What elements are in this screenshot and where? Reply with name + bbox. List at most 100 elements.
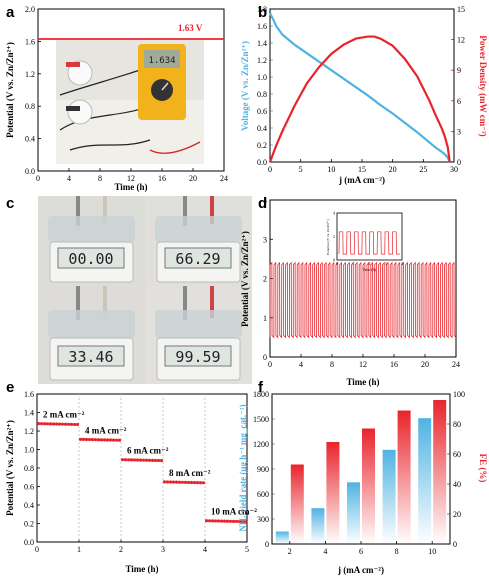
photo-c-4: 99.59: [145, 286, 252, 384]
panel-a-annotation: 1.63 V: [178, 23, 203, 33]
panel-e-data-point: [225, 519, 230, 523]
panel-d-xtick-label: 12: [359, 360, 367, 369]
panel-f-bar-yield: [418, 418, 432, 544]
inset-ytick-label: 0: [333, 258, 335, 263]
inset-ytick-label: 4: [333, 211, 335, 216]
panel-e-data-point: [234, 519, 239, 524]
panel-e-data-point: [135, 458, 140, 462]
panel-e-step-label: 6 mA cm⁻²: [127, 446, 169, 456]
panel-d-xlabel: Time (h): [346, 377, 379, 387]
panel-b-xtick-label: 15: [358, 165, 366, 174]
panel-e-data-point: [162, 480, 167, 484]
panel-f-bar-fe: [362, 428, 375, 544]
panel-d-ytick-label: 2: [263, 275, 267, 284]
panel-b-chart: 0 5 10 15 20 25 300.00.20.40.60.81.01.21.41.61…: [240, 5, 488, 185]
panel-e-data-point: [189, 480, 194, 485]
panel-e-data-point: [57, 422, 62, 426]
panel-f-bar-fe: [326, 442, 340, 544]
panel-e-data-point: [168, 480, 173, 484]
panel-e-xlabel: Time (h): [125, 564, 158, 574]
panel-b-right-ytick-label: 15: [457, 5, 465, 14]
panel-e-data-point: [198, 481, 203, 485]
panel-e-data-point: [60, 422, 65, 426]
panel-e-data-point: [120, 458, 125, 462]
panel-d-xtick-label: 0: [268, 360, 272, 369]
panel-e-data-point: [222, 519, 227, 523]
panel-e-ytick-label: 0.8: [24, 464, 34, 473]
panel-b-right-ytick-label: 9: [457, 66, 461, 75]
multimeter-reading: 1.634: [148, 56, 175, 66]
panel-b-ytick-label: 0.4: [257, 124, 267, 133]
panel-f-ytick-label: 0: [265, 540, 269, 549]
panel-b-ytick-label: 0.0: [257, 158, 267, 167]
panel-e-data-point: [177, 480, 182, 484]
panel-a-ytick-label: 0.8: [25, 102, 35, 111]
panel-f-bar-fe: [397, 410, 411, 544]
photo-clip-black: [66, 106, 80, 111]
panel-e-ytick-label: 0.4: [24, 501, 34, 510]
panel-b-xtick-label: 5: [299, 165, 303, 174]
panel-e-ytick-label: 0.6: [24, 483, 34, 492]
panel-b-xtick-label: 25: [419, 165, 427, 174]
panel-b-power-curve: [268, 35, 451, 163]
panel-f-xtick-label: 10: [428, 547, 436, 556]
panel-a-ytick-label: 0.4: [25, 135, 35, 144]
panel-f-ytick-label: 1200: [253, 440, 269, 449]
panel-e-xtick-label: 1: [77, 545, 81, 554]
inset-ytick-label: 2: [333, 234, 335, 239]
panel-b-xtick-label: 30: [450, 165, 458, 174]
panel-d-ytick-label: 3: [263, 235, 267, 244]
panel-f-right-ytick-label: 20: [453, 510, 461, 519]
photo-c-display-2: 66.29: [175, 250, 220, 268]
panel-e-data-point: [96, 438, 101, 442]
panel-a-setup-photo: 1.634: [56, 40, 204, 164]
photo-cell-2: [67, 99, 93, 125]
panel-e-data-point: [84, 437, 89, 442]
panel-label-d: d: [258, 195, 267, 212]
panel-e-data-point: [123, 458, 128, 462]
panel-e-data-point: [213, 519, 218, 523]
panel-f-bar-yield: [382, 449, 396, 544]
panel-f-bar-fe: [290, 464, 304, 544]
panel-e-data-point: [240, 519, 245, 524]
panel-label-e: e: [6, 379, 14, 396]
panel-e-data-point: [192, 480, 197, 485]
panel-e-data-point: [42, 422, 47, 426]
panel-b-y2label: Power Density (mW cm⁻²): [478, 35, 488, 136]
inset-xlabel: Time (h): [362, 267, 377, 272]
panel-label-c: c: [6, 195, 14, 212]
panel-label-b: b: [258, 4, 267, 21]
panel-e-data-point: [216, 519, 221, 523]
panel-f-axes-frame: [271, 393, 451, 545]
panel-f-right-ytick-label: 0: [453, 540, 457, 549]
panel-d-xtick-label: 16: [390, 360, 398, 369]
panel-a-ytick-label: 2.0: [25, 5, 35, 14]
panel-label-a: a: [6, 4, 15, 21]
panel-e-step-label: 2 mA cm⁻²: [43, 410, 85, 420]
panel-e-data-point: [51, 422, 56, 426]
panel-e-data-point: [231, 519, 236, 523]
panel-e-data-point: [174, 480, 179, 484]
panel-f-right-ytick-label: 100: [453, 390, 465, 399]
photo-dial-pointer: [161, 82, 169, 91]
panel-e-data-point: [72, 422, 77, 427]
panel-b-ytick-label: 1.2: [257, 56, 267, 65]
panel-e-ytick-label: 1.4: [24, 409, 34, 418]
panel-e-data-point: [132, 458, 137, 462]
panel-e-data-point: [117, 438, 122, 442]
panel-b-right-ytick-label: 12: [457, 36, 465, 45]
panel-e-data-point: [219, 519, 224, 523]
panel-f-right-ytick-label: 80: [453, 420, 461, 429]
panel-f-right-ytick-label: 60: [453, 450, 461, 459]
panel-e-data-point: [129, 458, 134, 462]
panel-e-data-point: [153, 458, 158, 463]
panel-e-data-point: [66, 422, 71, 426]
panel-e-ytick-label: 1.6: [24, 390, 34, 399]
panel-f-bar-yield: [347, 482, 360, 544]
panel-d-ytick-label: 0: [263, 353, 267, 362]
panel-a-axes-frame: [37, 8, 225, 172]
panel-e-data-point: [204, 519, 209, 523]
panel-a-chart: 1.634 0 4 8 12 16 20 24 0.0 0.4 0.8 1.2 1.6 2.0 1.63…: [5, 5, 228, 192]
panel-e-data-point: [102, 438, 107, 442]
